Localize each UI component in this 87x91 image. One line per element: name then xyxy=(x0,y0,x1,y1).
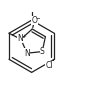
Text: O: O xyxy=(32,16,37,25)
Text: −: − xyxy=(36,15,40,20)
Text: S: S xyxy=(40,47,45,56)
Text: Cl: Cl xyxy=(46,62,53,71)
Text: +: + xyxy=(21,34,26,39)
Text: N: N xyxy=(17,34,23,43)
Text: N: N xyxy=(24,49,30,58)
